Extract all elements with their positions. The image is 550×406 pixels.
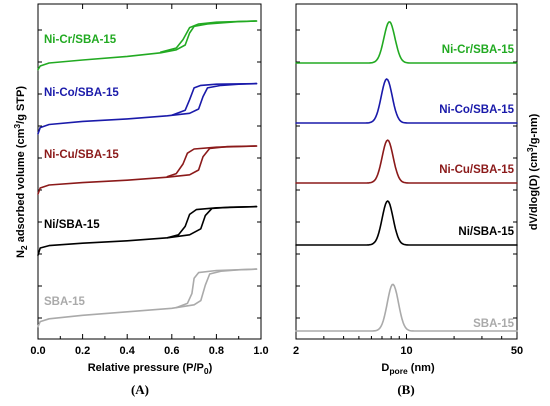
panel-a-x-axis-label: Relative pressure (P/P0) bbox=[88, 362, 213, 376]
panel-a-desorption-curve bbox=[175, 268, 258, 309]
panel-a-x-tick-label: 0.8 bbox=[209, 345, 224, 357]
panel-a-series-label: Ni-Co/SBA-15 bbox=[44, 87, 119, 99]
panel-b-x-axis-label: Dpore (nm) bbox=[381, 362, 435, 376]
panel-a-x-ticks: 0.0 0.2 0.4 0.6 0.8 1.0 bbox=[30, 4, 269, 357]
panel-b-curves bbox=[295, 21, 518, 332]
panel-a-y-ticks bbox=[38, 29, 261, 319]
panel-a-x-tick-label: 0.4 bbox=[120, 345, 136, 357]
panel-a-desorption-curve bbox=[171, 82, 258, 116]
panel-a-label: (A) bbox=[131, 382, 149, 397]
panel-a-x-tick-label: 0.0 bbox=[30, 345, 45, 357]
panel-b-y-axis-label: dV/dlog(D) (cm3/g-nm) bbox=[525, 113, 540, 230]
panel-a-x-tick-label: 0.2 bbox=[75, 345, 90, 357]
panel-b: 2 10 50 Ni-Cr/SBA-15 Ni-Co/SBA-15 Ni-Cu/SBA-… bbox=[293, 3, 540, 397]
panel-a-series-label: Ni-Cr/SBA-15 bbox=[44, 34, 117, 46]
panel-a-curves bbox=[37, 20, 258, 328]
panel-b-x-tick-label: 50 bbox=[511, 345, 523, 357]
panel-b-series-label: Ni-Co/SBA-15 bbox=[439, 104, 514, 116]
panel-a-adsorption-curve bbox=[37, 82, 258, 135]
panel-b-y-ticks bbox=[296, 29, 517, 319]
panel-a-adsorption-curve bbox=[37, 20, 258, 71]
panel-a: 0.0 0.2 0.4 0.6 0.8 1.0 Ni-Cr/SBA-15 Ni-Co/SBA… bbox=[12, 3, 269, 397]
panel-a-desorption-curve bbox=[159, 20, 258, 53]
panel-b-label: (B) bbox=[397, 382, 414, 397]
panel-a-y-axis-label: N2 adsorbed volume (cm3/g STP) bbox=[12, 86, 29, 258]
panel-a-series-labels: Ni-Cr/SBA-15 Ni-Co/SBA-15 Ni-Cu/SBA-15 Ni/S… bbox=[44, 34, 119, 308]
panel-a-desorption-curve bbox=[166, 145, 258, 178]
panel-b-x-tick-label: 2 bbox=[293, 345, 299, 357]
panel-b-psd-curve bbox=[295, 139, 518, 184]
panel-a-adsorption-curve bbox=[37, 268, 258, 328]
panel-a-series-label: Ni/SBA-15 bbox=[44, 219, 100, 231]
panel-b-series-label: Ni-Cu/SBA-15 bbox=[439, 164, 514, 176]
panel-b-x-tick-label: 10 bbox=[400, 345, 412, 357]
panel-b-series-label: Ni/SBA-15 bbox=[458, 226, 514, 238]
panel-b-series-label: SBA-15 bbox=[473, 318, 515, 330]
panel-a-x-tick-label: 1.0 bbox=[253, 345, 268, 357]
panel-a-x-tick-label: 0.6 bbox=[164, 345, 179, 357]
panel-b-psd-curve bbox=[295, 78, 518, 124]
panel-b-x-ticks: 2 10 50 bbox=[293, 4, 523, 357]
panel-b-psd-curve bbox=[295, 200, 518, 246]
panel-b-series-labels: Ni-Cr/SBA-15 Ni-Co/SBA-15 Ni-Cu/SBA-15 Ni/S… bbox=[439, 44, 514, 330]
panel-b-series-label: Ni-Cr/SBA-15 bbox=[442, 44, 515, 56]
panel-a-desorption-curve bbox=[166, 205, 258, 239]
panel-a-series-label: SBA-15 bbox=[44, 296, 86, 308]
panel-b-psd-curve bbox=[295, 283, 518, 332]
panel-b-psd-curve bbox=[295, 21, 518, 64]
panel-a-series-label: Ni-Cu/SBA-15 bbox=[44, 149, 119, 161]
